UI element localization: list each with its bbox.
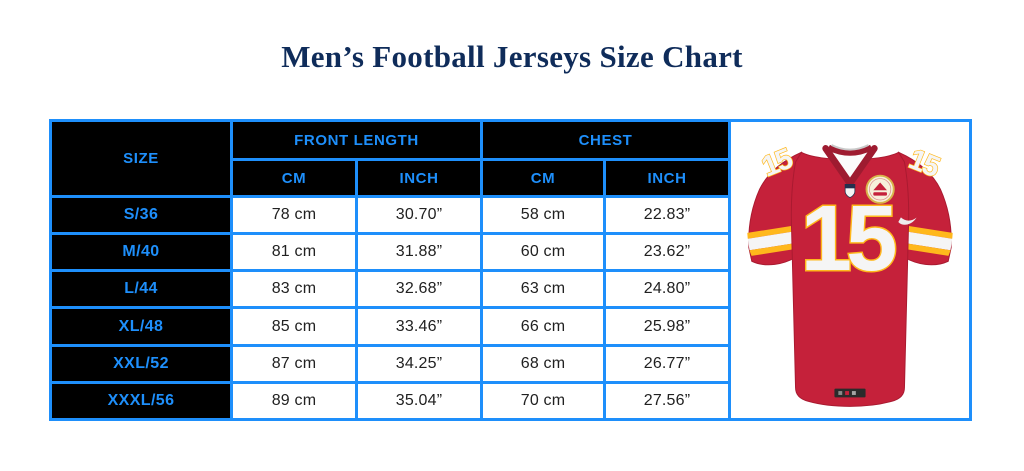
collar-opening xyxy=(826,149,874,185)
back-collar xyxy=(827,144,873,156)
front-length-cm-value: 83 cm xyxy=(230,269,358,310)
front-length-cm-value: 78 cm xyxy=(230,194,358,236)
front-length-inch-value: 31.88” xyxy=(354,232,484,273)
column-header-size: SIZE xyxy=(49,119,233,198)
size-label: XXL/52 xyxy=(49,343,233,384)
front-length-cm-value: 89 cm xyxy=(230,380,358,422)
nfl-shield-icon xyxy=(844,184,856,198)
hem-tag xyxy=(834,388,866,398)
jersey-body xyxy=(790,151,910,407)
jersey-photo-cell: 15 15 15 xyxy=(731,119,972,421)
size-table: SIZE FRONT LENGTH CHEST CM INCH CM INCH … xyxy=(49,119,732,422)
collar-trim xyxy=(822,145,878,187)
front-length-inch-value: 32.68” xyxy=(354,269,484,310)
table-row: S/36 78 cm 30.70” 58 cm 22.83” xyxy=(49,194,732,236)
table-row: XXL/52 87 cm 34.25” 68 cm 26.77” xyxy=(49,343,732,384)
front-length-cm-value: 81 cm xyxy=(230,232,358,273)
table-row: XXXL/56 89 cm 35.04” 70 cm 27.56” xyxy=(49,380,732,422)
front-length-cm-value: 85 cm xyxy=(230,306,358,347)
chest-cm-value: 63 cm xyxy=(480,269,607,310)
table-row: XL/48 85 cm 33.46” 66 cm 25.98” xyxy=(49,306,732,347)
size-label: L/44 xyxy=(49,269,233,310)
unit-header-chest-cm: CM xyxy=(480,158,607,198)
size-label: XL/48 xyxy=(49,306,233,347)
table-row: L/44 83 cm 32.68” 63 cm 24.80” xyxy=(49,269,732,310)
column-header-chest: CHEST xyxy=(480,119,732,161)
front-length-inch-value: 33.46” xyxy=(354,306,484,347)
front-length-inch-value: 35.04” xyxy=(354,380,484,422)
page-title: Men’s Football Jerseys Size Chart xyxy=(281,39,743,74)
chest-inch-value: 27.56” xyxy=(603,380,732,422)
chest-inch-value: 22.83” xyxy=(603,194,732,236)
chest-inch-value: 23.62” xyxy=(603,232,732,273)
chest-cm-value: 60 cm xyxy=(480,232,607,273)
size-label: XXXL/56 xyxy=(49,380,233,422)
chest-cm-value: 58 cm xyxy=(480,194,607,236)
chest-cm-value: 66 cm xyxy=(480,306,607,347)
back-collar-gray-line xyxy=(831,144,869,151)
swoosh-icon xyxy=(898,217,917,225)
unit-header-chest-inch: INCH xyxy=(603,158,732,198)
chest-inch-value: 25.98” xyxy=(603,306,732,347)
jersey-photo: 15 15 15 xyxy=(743,142,957,407)
team-patch-icon xyxy=(865,174,895,204)
unit-header-front-cm: CM xyxy=(230,158,358,198)
chest-inch-value: 24.80” xyxy=(603,269,732,310)
chest-cm-value: 70 cm xyxy=(480,380,607,422)
table-row: M/40 81 cm 31.88” 60 cm 23.62” xyxy=(49,232,732,273)
size-chart-board: SIZE FRONT LENGTH CHEST CM INCH CM INCH … xyxy=(49,119,972,422)
chest-inch-value: 26.77” xyxy=(603,343,732,384)
chest-number: 15 xyxy=(801,186,896,290)
size-label: S/36 xyxy=(49,194,233,236)
chest-cm-value: 68 cm xyxy=(480,343,607,384)
column-header-front-length: FRONT LENGTH xyxy=(229,119,484,161)
front-length-inch-value: 34.25” xyxy=(354,343,484,384)
unit-header-front-inch: INCH xyxy=(354,158,484,198)
front-length-inch-value: 30.70” xyxy=(354,194,484,236)
size-label: M/40 xyxy=(49,232,233,273)
front-length-cm-value: 87 cm xyxy=(230,343,358,384)
